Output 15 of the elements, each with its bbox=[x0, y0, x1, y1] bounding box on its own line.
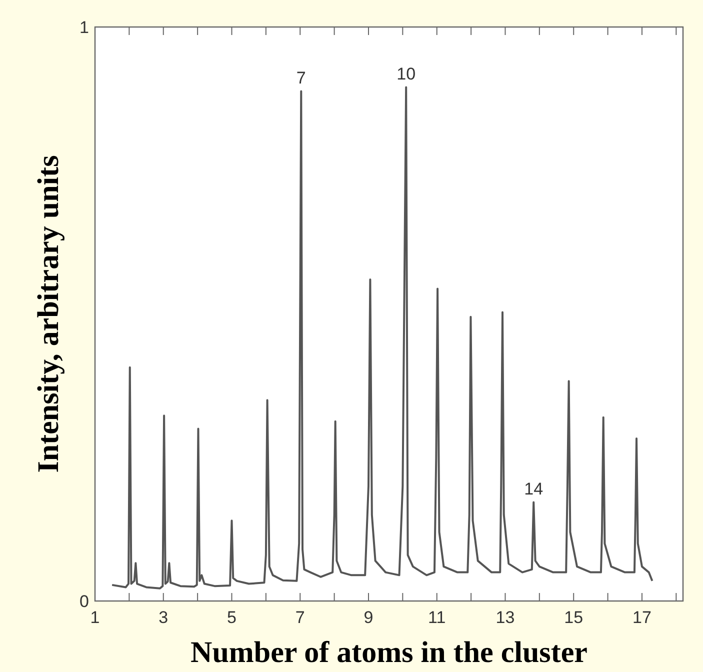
y-tick-label: 0 bbox=[80, 592, 89, 611]
x-tick-label: 13 bbox=[496, 608, 515, 627]
x-tick-label: 11 bbox=[428, 608, 446, 627]
x-tick-label: 9 bbox=[364, 608, 374, 627]
y-axis-title: Intensity, arbitrary units bbox=[32, 155, 65, 473]
x-axis-title: Number of atoms in the cluster bbox=[190, 636, 588, 669]
annotation: 14 bbox=[524, 479, 544, 498]
x-tick-label: 17 bbox=[632, 608, 652, 627]
line-series bbox=[111, 86, 654, 590]
x-tick-label: 3 bbox=[158, 608, 168, 627]
x-tick-label: 7 bbox=[295, 608, 305, 627]
x-tick-label: 5 bbox=[227, 608, 236, 627]
x-tick-label: 15 bbox=[564, 608, 584, 627]
annotation: 7 bbox=[296, 68, 306, 88]
annotation: 10 bbox=[396, 64, 416, 84]
